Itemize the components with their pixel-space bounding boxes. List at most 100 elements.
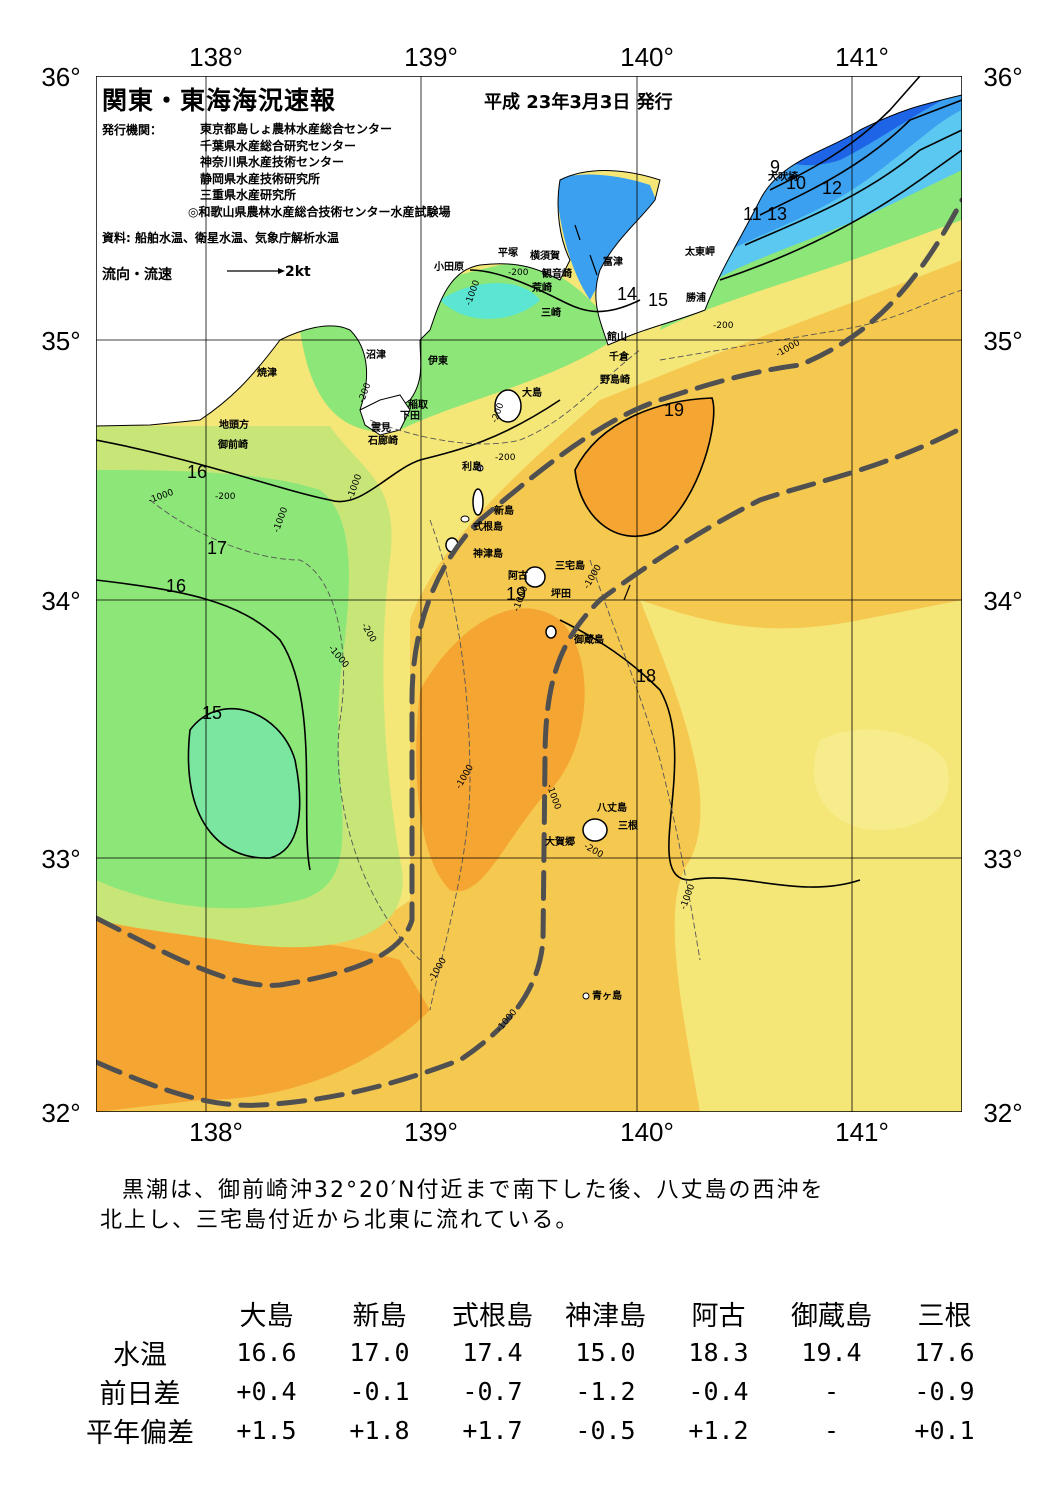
column-header: 新島 [352, 1301, 407, 1332]
lat-label-35-left: 35° [41, 326, 81, 356]
place-miyakejima: 三宅島 [555, 561, 585, 572]
place-tsubota: 坪田 [551, 589, 571, 600]
depth-label: -200 [215, 492, 236, 502]
table-cell: -0.7 [462, 1377, 523, 1406]
place-ito: 伊東 [428, 356, 448, 367]
lon-label-141-bottom: 141° [835, 1117, 889, 1147]
table-row: 前日差 +0.4 -0.1 -0.7 -1.2 -0.4 - -0.9 [70, 1372, 1001, 1411]
issuer-item: 神奈川県水産技術センター [200, 155, 345, 169]
lat-label-35-right: 35° [983, 326, 1023, 356]
isotherm-boso-12 [744, 129, 962, 246]
row-header: 平年偏差 [86, 1418, 194, 1449]
place-tateyama: 館山 [607, 332, 627, 343]
isotherm-label: 13 [767, 204, 788, 224]
issuer-item: 東京都島しょ農林水産総合センター [200, 122, 393, 136]
column-header: 式根島 [452, 1301, 533, 1332]
table-cell: -0.1 [349, 1377, 410, 1406]
summary-line-2: 北上し、三宅島付近から北東に流れている。 [100, 1208, 580, 1233]
summary-line-1: 黒潮は、御前崎沖32°20′N付近まで南下した後、八丈島の西沖を [122, 1178, 825, 1203]
place-oshima: 大島 [522, 388, 542, 399]
isotherm-label: 16 [187, 462, 208, 482]
place-okago: 大賀郷 [545, 837, 575, 848]
isotherm-boso-10 [759, 99, 962, 216]
column-header: 三根 [917, 1301, 972, 1332]
land-honshu [96, 76, 962, 427]
lon-label-141-top: 141° [835, 42, 889, 72]
place-misaki: 三崎 [541, 308, 561, 319]
yellow-east [640, 600, 962, 1112]
lon-label-140-top: 140° [620, 42, 674, 72]
place-chikura: 千倉 [609, 352, 629, 363]
table-cell: - [823, 1416, 840, 1445]
isotherm-label: 12 [822, 178, 843, 198]
flow-legend-scale: 2kt [285, 264, 311, 280]
place-kozushima: 神津島 [473, 549, 503, 560]
lat-label-33-left: 33° [41, 844, 81, 874]
table-cell: -0.4 [688, 1377, 749, 1406]
depth-label: -200 [495, 453, 516, 463]
place-toshima: 利島 [462, 462, 482, 473]
depth-label: -200 [508, 268, 529, 278]
row-header: 水温 [113, 1340, 167, 1371]
isotherm-16-west [96, 579, 311, 871]
isotherm-16-north [96, 399, 561, 503]
island-toshima [476, 464, 484, 472]
lon-label-139-top: 139° [404, 42, 458, 72]
issuers-list: 東京都島しょ農林水産総合センター 千葉県水産総合研究センター 神奈川県水産技術セ… [188, 121, 450, 220]
lat-label-33-right: 33° [983, 844, 1023, 874]
column-header: 阿古 [691, 1301, 746, 1332]
place-shikinejima: 式根島 [473, 522, 503, 533]
warm-core-northeast [575, 398, 714, 537]
place-shimoda: 下田 [400, 411, 420, 422]
depth-1000-mid [429, 519, 471, 1011]
flow-arrow-2 [574, 224, 581, 241]
place-odawara: 小田原 [434, 262, 464, 273]
island-oshima [494, 389, 522, 423]
warm-core-south [416, 608, 585, 892]
isotherm-boso-cold [719, 149, 962, 281]
isotherm-label: 15 [648, 290, 669, 310]
flow-arrow-3 [589, 254, 598, 276]
depth-200-sagami [369, 349, 641, 445]
summary-text: 黒潮は、御前崎沖32°20′N付近まで南下した後、八丈島の西沖を 北上し、三宅島… [100, 1176, 1000, 1236]
place-futtsu: 富津 [603, 257, 623, 268]
land-izu [359, 394, 411, 436]
place-kannonzaki: 観音崎 [542, 269, 572, 280]
table-cell: 17.0 [349, 1338, 410, 1367]
place-numazu: 沼津 [366, 350, 386, 361]
isotherm-19-north [574, 397, 715, 538]
place-kumomi: 雲見 [371, 423, 391, 434]
tokyo-bay-blue [555, 174, 660, 300]
island-shikinejima [460, 515, 470, 523]
isotherm-18 [559, 619, 861, 888]
lon-label-138-bottom: 138° [189, 1117, 243, 1147]
island-mikurajima [545, 625, 557, 639]
lat-label-34-right: 34° [983, 586, 1023, 616]
lon-label-140-bottom: 140° [620, 1117, 674, 1147]
place-omaezaki: 御前崎 [218, 440, 248, 451]
isotherm-boso-9 [769, 76, 921, 191]
island-miyakejima [524, 566, 546, 588]
isotherm-14 [469, 269, 641, 313]
place-mitsune: 三根 [618, 821, 638, 832]
place-inatori: 稲取 [408, 400, 428, 411]
table-cell: - [823, 1377, 840, 1406]
table-row: 水温 16.6 17.0 17.4 15.0 18.3 19.4 17.6 [70, 1333, 1001, 1372]
place-ako: 阿古 [508, 571, 528, 582]
place-katsuura: 勝浦 [686, 293, 706, 304]
table-cell: 16.6 [236, 1338, 297, 1367]
flow-legend-label: 流向・流速 [102, 267, 172, 283]
issuer-item: ◎和歌山県農林水産総合技術センター水産試験場 [188, 204, 451, 219]
column-header: 大島 [239, 1301, 294, 1332]
table-cell: +1.2 [688, 1416, 749, 1445]
table-cell: 15.0 [575, 1338, 636, 1367]
lat-label-32-left: 32° [41, 1098, 81, 1128]
data-sources: 資料: 船舶水温、衛星水温、気象庁解析水温 [102, 231, 339, 245]
issuer-item: 静岡県水産技術研究所 [200, 171, 321, 186]
lon-label-139-bottom: 139° [404, 1117, 458, 1147]
place-aogashima: 青ヶ島 [592, 991, 622, 1002]
issuers-label: 発行機関： [102, 123, 163, 137]
isotherm-label: 10 [786, 173, 807, 193]
table-cell: +1.5 [236, 1416, 297, 1445]
place-hiratsuka: 平塚 [498, 248, 518, 259]
